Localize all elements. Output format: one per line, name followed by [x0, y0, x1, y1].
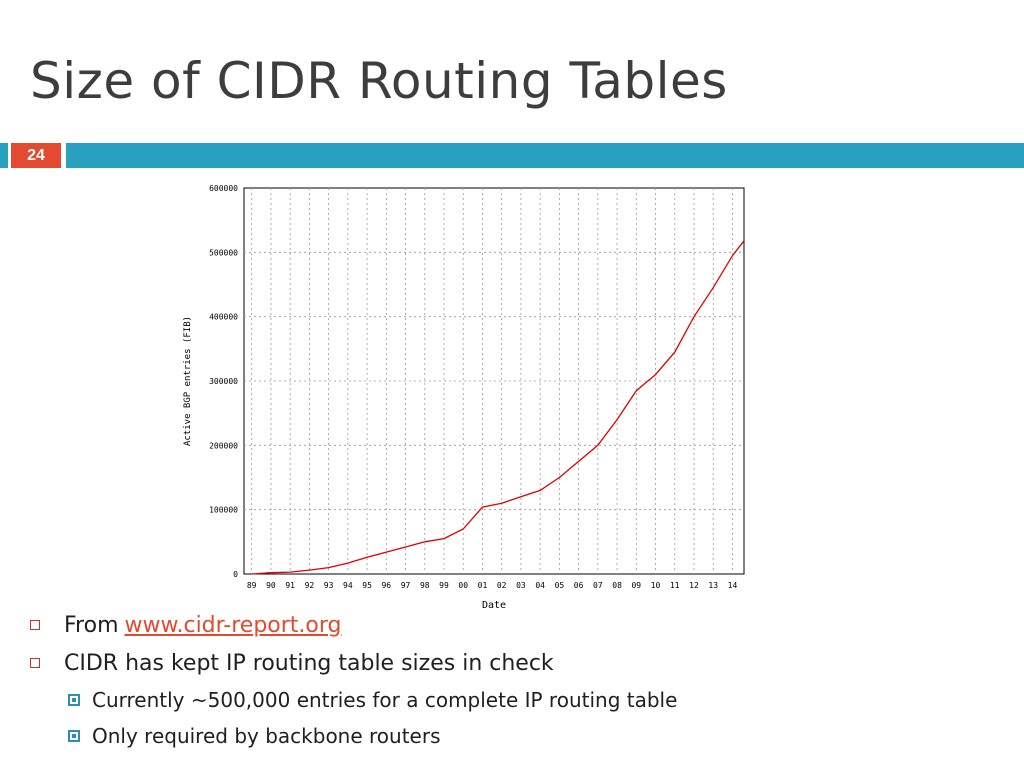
x-tick-label: 91 — [285, 581, 295, 590]
y-tick-label: 600000 — [209, 184, 238, 193]
y-tick-label: 0 — [233, 570, 238, 579]
slide-number: 24 — [11, 143, 61, 168]
square-bullet-icon — [30, 620, 40, 630]
x-tick-label: 13 — [708, 581, 718, 590]
bullet-item-cidr: CIDR has kept IP routing table sizes in … — [30, 644, 990, 682]
x-tick-label: 94 — [343, 581, 353, 590]
x-tick-label: 07 — [593, 581, 603, 590]
bullet-text: From — [64, 612, 119, 638]
x-tick-label: 01 — [478, 581, 488, 590]
bullet-item-source: From www.cidr-report.org — [30, 606, 990, 644]
sub-bullet-item-backbone: Only required by backbone routers — [30, 718, 990, 754]
y-tick-labels: 0 100000 200000 300000 400000 500000 600000 — [209, 184, 238, 579]
x-tick-label: 02 — [497, 581, 507, 590]
x-tick-label: 08 — [612, 581, 622, 590]
cidr-report-link[interactable]: www.cidr-report.org — [124, 612, 342, 638]
y-axis-label: Active BGP entries (FIB) — [183, 316, 193, 446]
filled-square-bullet-icon — [68, 694, 80, 706]
sub-bullet-text: Currently ~500,000 entries for a complet… — [92, 688, 678, 712]
y-tick-label: 100000 — [209, 506, 238, 515]
x-axis-label: Date — [482, 600, 506, 611]
x-tick-label: 14 — [728, 581, 738, 590]
bullet-list: From www.cidr-report.org CIDR has kept I… — [30, 606, 990, 754]
bgp-table-chart: 0 100000 200000 300000 400000 500000 600000 89… — [183, 184, 745, 611]
x-tick-label: 95 — [362, 581, 372, 590]
x-tick-label: 97 — [401, 581, 411, 590]
x-tick-label: 99 — [439, 581, 449, 590]
x-tick-label: 00 — [458, 581, 468, 590]
series-line — [251, 240, 745, 575]
x-tick-label: 96 — [381, 581, 391, 590]
y-tick-label: 500000 — [209, 248, 238, 257]
filled-square-bullet-icon — [68, 730, 80, 742]
sub-bullet-item-current: Currently ~500,000 entries for a complet… — [30, 682, 990, 718]
grid-lines — [244, 188, 744, 574]
y-tick-label: 400000 — [209, 313, 238, 322]
sub-bullet-text: Only required by backbone routers — [92, 724, 441, 748]
slide-title: Size of CIDR Routing Tables — [30, 52, 728, 110]
x-tick-label: 12 — [689, 581, 699, 590]
x-tick-label: 89 — [247, 581, 257, 590]
header-accent-bar-left — [0, 143, 8, 168]
y-tick-label: 200000 — [209, 441, 238, 450]
x-tick-label: 04 — [535, 581, 545, 590]
x-tick-label: 05 — [555, 581, 565, 590]
square-bullet-icon — [30, 658, 40, 668]
x-tick-label: 93 — [324, 581, 334, 590]
x-tick-label: 06 — [574, 581, 584, 590]
x-tick-label: 92 — [305, 581, 315, 590]
header-accent-bar — [66, 143, 1024, 168]
x-tick-label: 03 — [516, 581, 526, 590]
x-tick-label: 10 — [651, 581, 661, 590]
x-tick-label: 90 — [266, 581, 276, 590]
x-tick-labels: 89 90 91 92 93 94 95 96 97 98 99 00 01 02 03 04 05 06 07 08… — [247, 581, 738, 590]
x-tick-label: 11 — [670, 581, 680, 590]
bullet-text: CIDR has kept IP routing table sizes in … — [64, 650, 554, 676]
x-tick-label: 98 — [420, 581, 430, 590]
y-tick-label: 300000 — [209, 377, 238, 386]
x-tick-label: 09 — [631, 581, 641, 590]
